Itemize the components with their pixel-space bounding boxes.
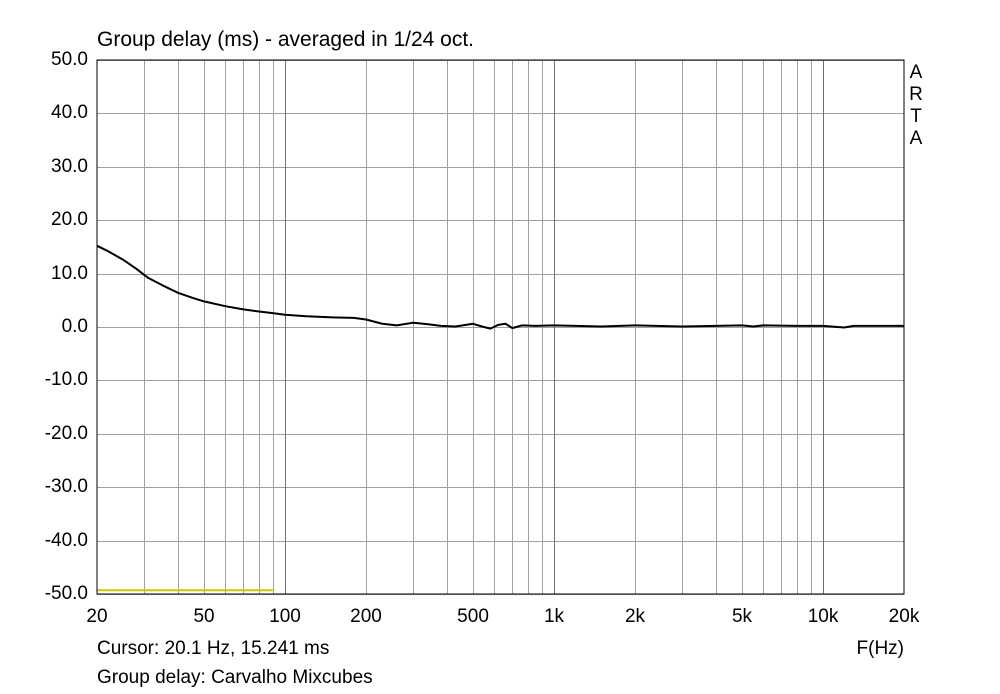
y-tick-label: -40.0: [44, 529, 88, 551]
y-tick-label: -10.0: [44, 369, 88, 391]
y-tick-label: -30.0: [44, 476, 88, 498]
x-tick-label: 200: [350, 606, 382, 627]
y-tick-label: 20.0: [51, 209, 88, 231]
x-tick-label: 10k: [807, 606, 839, 627]
x-tick-label: 2k: [624, 606, 646, 627]
x-tick-label: 500: [457, 606, 489, 627]
x-axis-label: F(Hz): [856, 638, 904, 659]
y-tick-label: 0.0: [61, 316, 88, 337]
x-tick-label: 20k: [888, 606, 920, 627]
x-tick-label: 1k: [543, 606, 565, 627]
y-tick-label: 40.0: [51, 102, 88, 124]
cursor-readout: Cursor: 20.1 Hz, 15.241 ms: [97, 638, 330, 659]
arta-brand-label: ARTA: [909, 62, 923, 149]
series-group: [96, 244, 904, 592]
y-tick-label: -20.0: [44, 422, 88, 444]
y-tick-label: 50.0: [51, 49, 88, 70]
y-tick-label: 10.0: [51, 262, 88, 284]
y-tick-label: 30.0: [51, 155, 88, 177]
plot-frame: [96, 59, 905, 595]
group-delay-series-line: [96, 244, 904, 330]
x-tick-label: 50: [193, 606, 215, 627]
y-tick-label: -50.0: [44, 583, 88, 604]
x-tick-label: 5k: [731, 606, 753, 627]
grid-lines: [97, 60, 904, 595]
legend-entry: Group delay: Carvalho Mixcubes: [97, 667, 373, 688]
x-tick-label: 100: [269, 606, 301, 627]
x-tick-label: 20: [86, 606, 108, 627]
chart-title: Group delay (ms) - averaged in 1/24 oct.: [97, 28, 475, 51]
